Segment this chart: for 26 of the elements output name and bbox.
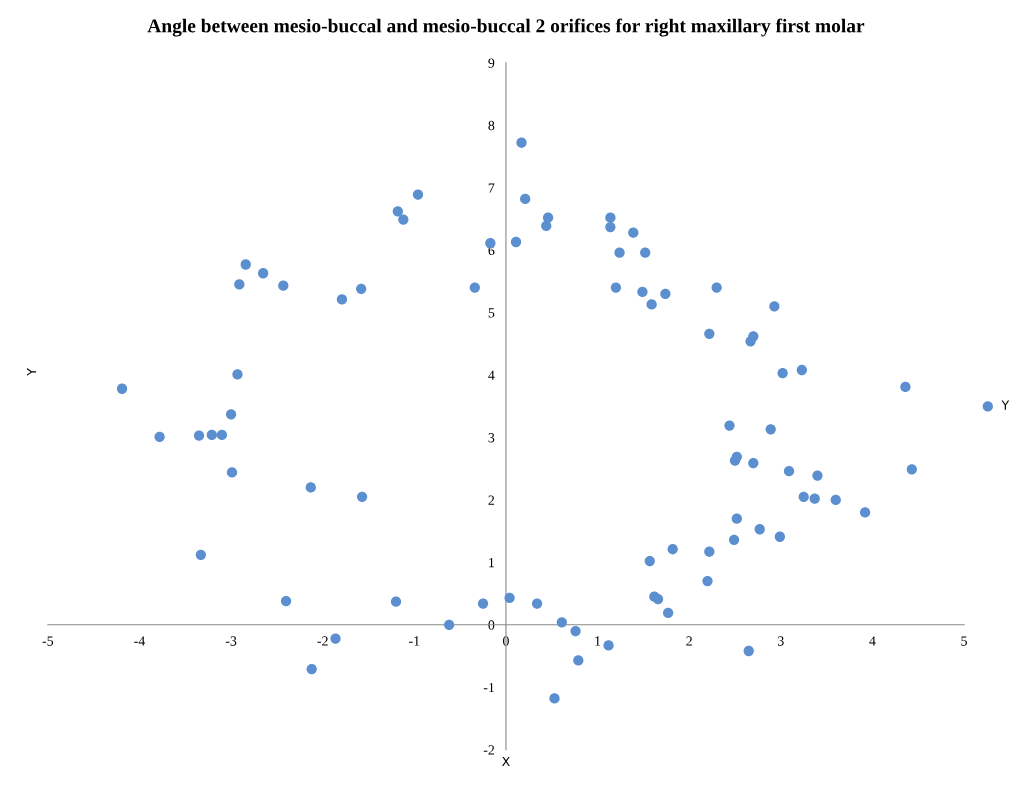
x-tick-label: 0 — [503, 636, 509, 646]
x-tick-label: 1 — [595, 636, 601, 646]
x-tick-label: -3 — [225, 636, 237, 646]
x-tick-label: -2 — [317, 636, 328, 646]
y-tick-label: -2 — [483, 745, 495, 755]
y-tick-label: 8 — [488, 120, 495, 131]
y-tick-label: 0 — [488, 620, 495, 630]
y-axis-title: Y — [26, 368, 37, 376]
x-tick-label: 5 — [961, 636, 967, 646]
x-axis-title: X — [502, 756, 510, 767]
x-tick-label: -4 — [134, 636, 146, 646]
y-tick-label: 9 — [488, 58, 495, 68]
y-tick-label: 7 — [488, 183, 495, 193]
x-tick-label: -1 — [409, 636, 420, 646]
y-tick-label: 5 — [488, 308, 495, 318]
x-tick-label: 2 — [686, 636, 692, 646]
legend-label: Y — [1001, 400, 1010, 410]
y-tick-label: 4 — [488, 370, 495, 380]
x-tick-label: 3 — [778, 636, 784, 646]
chart-title: Angle between mesio-buccal and mesio-buccal 2 orifices for right maxillary first molar — [147, 18, 865, 37]
y-tick-label: 1 — [489, 558, 494, 568]
x-tick-label: 4 — [869, 636, 876, 646]
x-tick-label: -5 — [42, 636, 54, 646]
y-tick-label: -1 — [483, 682, 494, 693]
y-tick-label: 3 — [488, 433, 495, 443]
y-tick-label: 2 — [488, 495, 495, 505]
